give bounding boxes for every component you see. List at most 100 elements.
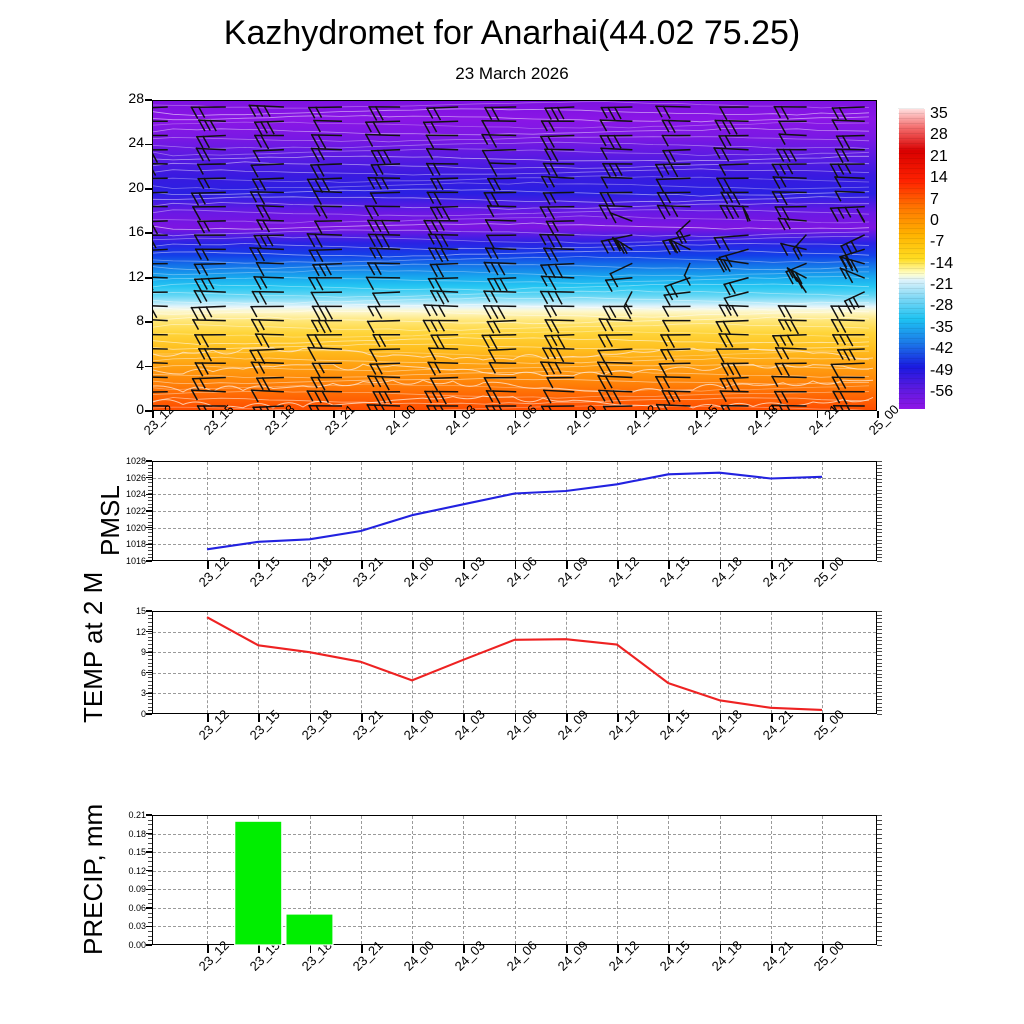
axis-tick — [514, 411, 517, 418]
grid-line-vertical — [668, 816, 670, 944]
axis-minor-tick — [148, 852, 152, 854]
axis-minor-tick — [877, 898, 882, 900]
axis-minor-tick — [148, 688, 152, 690]
axis-tick — [719, 945, 722, 953]
grid-line-vertical — [360, 816, 362, 944]
axis-minor-tick — [148, 553, 152, 555]
axis-minor-tick — [148, 514, 152, 516]
grid-line-vertical — [719, 612, 721, 713]
axis-minor-tick — [148, 662, 152, 664]
grid-line-vertical — [770, 816, 772, 944]
axis-minor-tick — [877, 525, 882, 527]
axis-minor-tick — [877, 684, 882, 686]
axis-minor-tick — [877, 543, 882, 545]
axis-minor-tick — [148, 647, 152, 649]
grid-line-vertical — [565, 816, 567, 944]
axis-tick — [146, 526, 152, 529]
axis-tick — [145, 276, 152, 279]
axis-minor-tick — [877, 536, 882, 537]
axis-minor-tick — [148, 880, 152, 881]
grid-line-vertical — [668, 612, 670, 713]
axis-tick — [719, 561, 722, 569]
axis-minor-tick — [877, 618, 882, 620]
axis-minor-tick — [148, 875, 152, 877]
axis-minor-tick — [148, 673, 152, 675]
axis-minor-tick — [148, 536, 152, 537]
y-axis-tick-label: 1016 — [125, 556, 146, 566]
axis-minor-tick — [877, 824, 882, 826]
axis-minor-tick — [877, 614, 882, 616]
colorbar-tick-label: -56 — [930, 383, 954, 400]
axis-minor-tick — [877, 611, 882, 612]
temp-2m-axis-title: TEMP at 2 M — [78, 571, 108, 723]
axis-minor-tick — [148, 847, 152, 849]
colorbar-tick-label: -7 — [930, 233, 945, 251]
axis-minor-tick — [877, 546, 882, 548]
axis-tick — [360, 561, 363, 569]
grid-line-vertical — [617, 816, 618, 944]
grid-line-vertical — [668, 462, 670, 560]
axis-minor-tick — [877, 815, 882, 816]
axis-minor-tick — [148, 903, 152, 905]
axis-tick — [258, 945, 261, 953]
grid-line-vertical — [719, 462, 721, 560]
axis-tick — [309, 945, 312, 953]
axis-tick — [454, 411, 456, 418]
axis-minor-tick — [877, 889, 882, 891]
axis-minor-tick — [148, 614, 152, 616]
grid-line-vertical — [822, 612, 823, 713]
y-axis-tick-label: 0.15 — [128, 847, 146, 858]
y-axis-tick-label: 0.18 — [128, 828, 146, 839]
axis-tick — [565, 714, 568, 722]
axis-tick — [146, 832, 152, 835]
axis-minor-tick — [148, 833, 152, 835]
axis-minor-tick — [877, 852, 882, 854]
axis-tick — [146, 870, 152, 872]
axis-minor-tick — [148, 496, 152, 498]
y-axis-tick-label: 12 — [128, 267, 144, 284]
axis-minor-tick — [877, 662, 882, 664]
axis-minor-tick — [877, 557, 882, 559]
y-axis-tick-label: 15 — [135, 606, 146, 616]
axis-minor-tick — [148, 478, 152, 480]
axis-tick — [258, 561, 261, 569]
y-axis-tick-label: 0.03 — [128, 921, 146, 932]
axis-tick — [207, 714, 209, 722]
grid-line-vertical — [770, 462, 772, 560]
axis-minor-tick — [148, 926, 152, 928]
axis-minor-tick — [148, 464, 152, 466]
axis-minor-tick — [877, 478, 882, 480]
grid-line-vertical — [719, 816, 721, 944]
axis-minor-tick — [877, 706, 882, 708]
grid-line-vertical — [822, 816, 823, 944]
grid-line-vertical — [822, 462, 823, 560]
axis-minor-tick — [148, 622, 152, 624]
axis-tick — [146, 925, 152, 928]
axis-minor-tick — [877, 838, 882, 840]
axis-minor-tick — [877, 658, 882, 660]
axis-tick — [668, 561, 671, 569]
axis-tick — [146, 543, 152, 546]
axis-minor-tick — [877, 622, 882, 624]
y-axis-tick-label: 12 — [135, 626, 146, 637]
axis-tick — [146, 888, 152, 890]
axis-tick — [145, 321, 152, 323]
axis-tick — [565, 945, 568, 953]
axis-minor-tick — [148, 461, 152, 462]
axis-minor-tick — [877, 493, 882, 495]
colorbar-tick-label: -14 — [930, 254, 954, 272]
axis-minor-tick — [148, 917, 152, 919]
axis-minor-tick — [877, 702, 882, 704]
y-axis-tick-label: 1026 — [125, 472, 146, 483]
axis-tick — [635, 411, 638, 418]
grid-line-vertical — [463, 462, 465, 560]
axis-minor-tick — [148, 856, 152, 858]
axis-minor-tick — [877, 856, 882, 858]
grid-line-vertical — [617, 612, 618, 713]
axis-tick — [877, 411, 879, 418]
y-axis-tick-label: 9 — [140, 647, 146, 658]
axis-minor-tick — [148, 625, 152, 627]
axis-minor-tick — [877, 514, 882, 516]
axis-tick — [756, 411, 758, 418]
axis-minor-tick — [148, 525, 152, 527]
